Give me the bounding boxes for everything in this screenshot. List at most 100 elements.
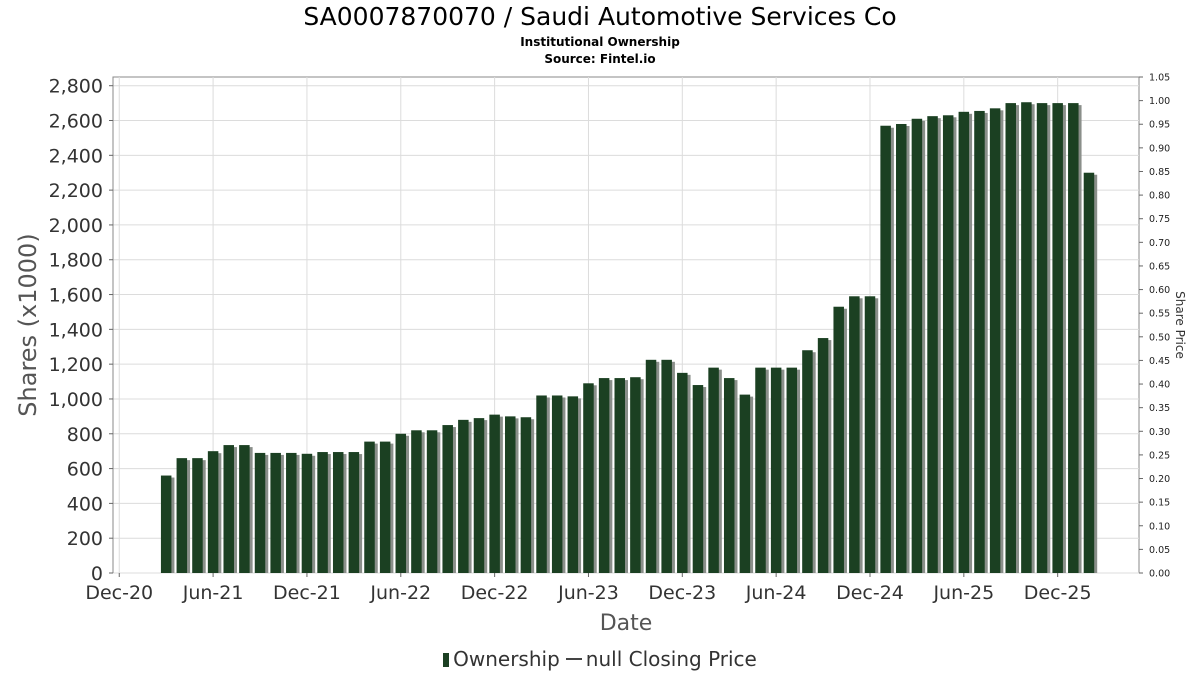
- bars: [160, 102, 1098, 574]
- y2-tick-label: 0.80: [1149, 191, 1170, 202]
- bar: [974, 110, 985, 574]
- legend-ownership-label: Ownership: [453, 647, 560, 671]
- bar: [1083, 172, 1095, 573]
- bar: [1021, 102, 1032, 574]
- bar: [723, 378, 735, 573]
- bar: [864, 296, 876, 573]
- bar: [551, 395, 563, 573]
- x-tick-label: Jun-25: [932, 582, 994, 604]
- y2-axis: 0.00 0.05 0.10 0.15 0.20 0.25 0.30 0.35 0.40 0.45…: [1139, 73, 1170, 580]
- x-tick-label: Dec-25: [1024, 582, 1092, 604]
- y2-tick-label: 0.90: [1149, 143, 1170, 154]
- legend: Ownership null Closing Price: [0, 647, 1200, 671]
- bar: [1068, 103, 1079, 574]
- bar: [348, 452, 360, 573]
- bar: [880, 125, 891, 573]
- x-tick-label: Dec-20: [85, 582, 153, 604]
- y2-tick-label: 0.70: [1149, 238, 1170, 249]
- y-tick-label: 200: [67, 528, 103, 550]
- y2-tick-label: 0.95: [1149, 120, 1170, 131]
- bar: [770, 367, 782, 573]
- y-tick-label: 1,600: [49, 285, 103, 307]
- y2-tick-label: 0.00: [1149, 569, 1170, 580]
- bar: [317, 452, 328, 573]
- bar: [677, 372, 688, 573]
- y2-tick-label: 0.15: [1149, 498, 1170, 509]
- x-tick-label: Jun-21: [182, 582, 244, 604]
- bar: [489, 414, 500, 573]
- bar: [645, 359, 657, 573]
- x-axis: Dec-20 Jun-21 Dec-21 Jun-22 Dec-22 Jun-23 Dec-…: [85, 573, 1092, 604]
- bar: [911, 118, 923, 573]
- x-tick-label: Jun-22: [369, 582, 431, 604]
- bar: [473, 418, 485, 573]
- bar: [364, 441, 375, 573]
- y-axis: 0 200 400 600 800 1,000 1,200 1,400 1,600 1,800 2,…: [49, 76, 114, 585]
- legend-price-label: null Closing Price: [585, 647, 757, 671]
- x-tick-label: Jun-24: [745, 582, 807, 604]
- x-tick-label: Jun-23: [557, 582, 619, 604]
- bar: [849, 296, 860, 573]
- bar: [442, 425, 453, 573]
- x-tick-label: Dec-24: [836, 582, 904, 604]
- y2-tick-label: 0.30: [1149, 427, 1170, 438]
- x-tick-label: Dec-22: [461, 582, 529, 604]
- y2-tick-label: 0.10: [1149, 521, 1170, 532]
- y2-tick-label: 0.60: [1149, 285, 1170, 296]
- y-tick-label: 0: [91, 563, 103, 585]
- bar: [379, 441, 391, 573]
- y-tick-label: 2,000: [49, 215, 103, 237]
- bar: [1052, 103, 1063, 574]
- bar: [223, 445, 234, 573]
- chart-subtitle: Institutional Ownership: [520, 35, 680, 49]
- bar: [708, 367, 719, 573]
- bar: [802, 350, 813, 573]
- y2-tick-label: 1.00: [1149, 96, 1170, 107]
- bar: [661, 359, 672, 573]
- x-tick-label: Dec-21: [273, 582, 341, 604]
- chart-source: Source: Fintel.io: [544, 52, 656, 66]
- bar: [567, 396, 579, 573]
- bar: [520, 417, 532, 573]
- y-tick-label: 800: [67, 424, 103, 446]
- bar: [755, 367, 766, 573]
- bar: [614, 378, 625, 573]
- y-tick-label: 1,400: [49, 319, 103, 341]
- bar: [927, 116, 938, 573]
- y2-tick-label: 0.85: [1149, 167, 1170, 178]
- bar: [942, 115, 954, 573]
- y-tick-label: 1,000: [49, 389, 103, 411]
- y-tick-label: 600: [67, 459, 103, 481]
- y2-tick-label: 0.35: [1149, 403, 1170, 414]
- y2-tick-label: 0.25: [1149, 450, 1170, 461]
- y2-tick-label: 0.40: [1149, 380, 1170, 391]
- y-tick-label: 400: [67, 493, 103, 515]
- bar: [598, 378, 610, 573]
- legend-price-line: [565, 658, 582, 660]
- bar: [411, 430, 422, 573]
- bar: [692, 385, 704, 573]
- y2-tick-label: 0.45: [1149, 356, 1170, 367]
- bar: [270, 452, 281, 573]
- bar: [1005, 103, 1016, 574]
- y2-tick-label: 0.75: [1149, 214, 1170, 225]
- bar: [458, 419, 469, 573]
- x-axis-label: Date: [600, 611, 653, 636]
- chart-title: SA0007870070 / Saudi Automotive Services…: [303, 2, 897, 31]
- bar: [505, 416, 516, 573]
- bar: [583, 383, 594, 573]
- y2-tick-label: 0.50: [1149, 332, 1170, 343]
- bar: [536, 395, 547, 573]
- y-tick-label: 2,400: [49, 145, 103, 167]
- y-tick-label: 1,200: [49, 354, 103, 376]
- bar: [160, 475, 172, 573]
- bar: [192, 458, 203, 573]
- bar: [989, 108, 1001, 573]
- y-tick-label: 1,800: [49, 250, 103, 272]
- bar: [207, 451, 219, 573]
- y-tick-label: 2,600: [49, 111, 103, 133]
- bar: [426, 430, 438, 573]
- bar: [239, 445, 250, 573]
- bar: [739, 394, 751, 573]
